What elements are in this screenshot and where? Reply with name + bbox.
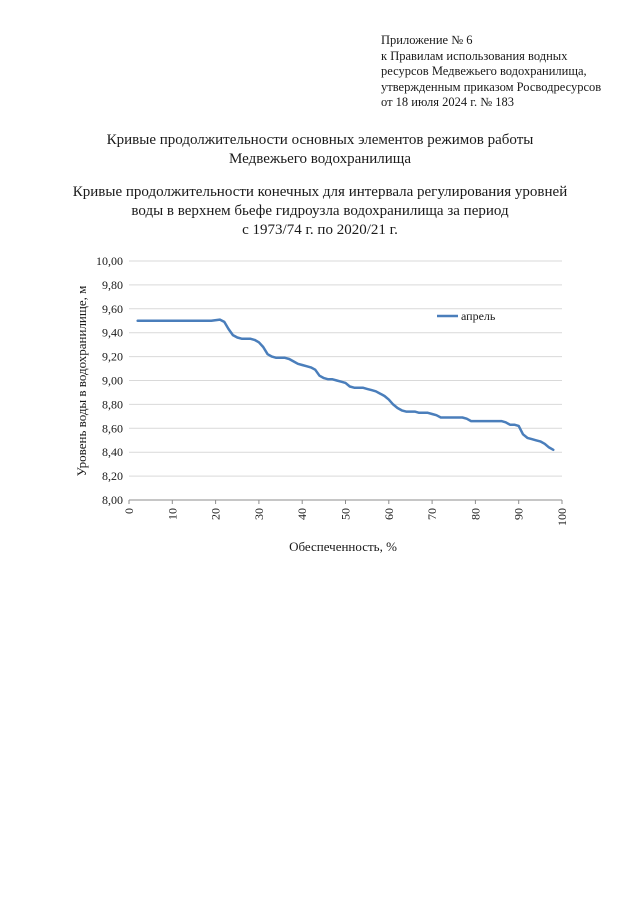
chart-title-line: воды в верхнем бьефе гидроузла водохрани… [131,203,509,219]
x-tick-label: 10 [165,508,179,520]
y-tick-label: 8,80 [102,397,123,411]
series-line [136,318,555,452]
document-title-line: Кривые продолжительности основных элемен… [106,132,534,148]
x-tick-label: 60 [382,508,396,520]
axes [128,499,563,504]
appendix-line: утвержденным приказом Росводресурсов [381,79,602,94]
y-tick-label: 9,40 [102,326,123,340]
grid-lines [129,260,562,477]
x-tick-labels: 0 10 20 30 40 50 60 70 80 90 100 [122,508,569,526]
appendix-line: к Правилам использования водных [381,48,568,63]
y-tick-label: 10,00 [96,254,123,268]
duration-curve-chart: 8,00 8,20 8,40 8,60 8,80 9,00 9,20 9,40 9,60 9,80… [74,254,569,554]
appendix-line: от 18 июля 2024 г. № 183 [381,95,515,109]
x-tick-label: 30 [252,508,266,520]
x-tick-label: 80 [468,508,482,520]
y-tick-label: 9,80 [102,278,123,292]
series-lines [136,318,555,452]
x-tick-label: 90 [512,508,526,520]
x-tick-label: 20 [209,508,223,520]
y-tick-label: 9,60 [102,302,123,316]
y-tick-label: 9,20 [102,350,123,364]
y-tick-label: 8,40 [102,445,123,459]
chart-title-line: Кривые продолжительности конечных для ин… [72,184,568,200]
x-tick-label: 0 [122,508,136,514]
x-axis-label: Обеспеченность, % [289,539,397,554]
legend-label: апрель [461,309,496,323]
document-title-line: Медвежьего водохранилища [228,151,411,167]
x-tick-label: 40 [295,508,309,520]
chart-title: Кривые продолжительности конечных для ин… [0,183,640,240]
chart-title-line: с 1973/74 г. по 2020/21 г. [242,222,398,238]
x-tick-label: 70 [425,508,439,520]
appendix-block: Приложение № 6 к Правилам использования … [381,33,601,111]
y-axis-label: Уровень воды в водохранилище, м [74,286,89,477]
y-tick-label: 8,20 [102,469,123,483]
y-tick-label: 8,60 [102,421,123,435]
legend: апрель [437,309,496,323]
y-tick-label: 9,00 [102,374,123,388]
x-tick-label: 100 [555,508,569,526]
y-tick-labels: 8,00 8,20 8,40 8,60 8,80 9,00 9,20 9,40 9,60 9,80… [96,254,123,507]
appendix-line: Приложение № 6 [381,33,473,47]
document-title: Кривые продолжительности основных элемен… [0,131,640,169]
x-tick-label: 50 [339,508,353,520]
y-tick-label: 8,00 [102,493,123,507]
appendix-line: ресурсов Медвежьего водохранилища, [381,64,587,78]
